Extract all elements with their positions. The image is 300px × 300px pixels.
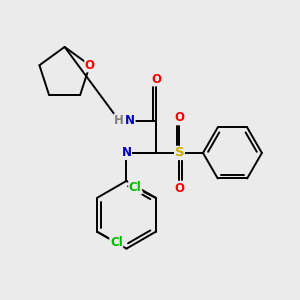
Text: Cl: Cl [110,236,123,248]
Text: H: H [114,114,124,127]
Text: N: N [125,114,135,127]
Text: S: S [175,146,184,159]
Text: O: O [174,182,184,195]
Text: O: O [151,73,161,86]
Text: Cl: Cl [129,181,142,194]
Text: N: N [122,146,131,159]
Text: O: O [85,59,95,72]
Text: O: O [174,110,184,124]
